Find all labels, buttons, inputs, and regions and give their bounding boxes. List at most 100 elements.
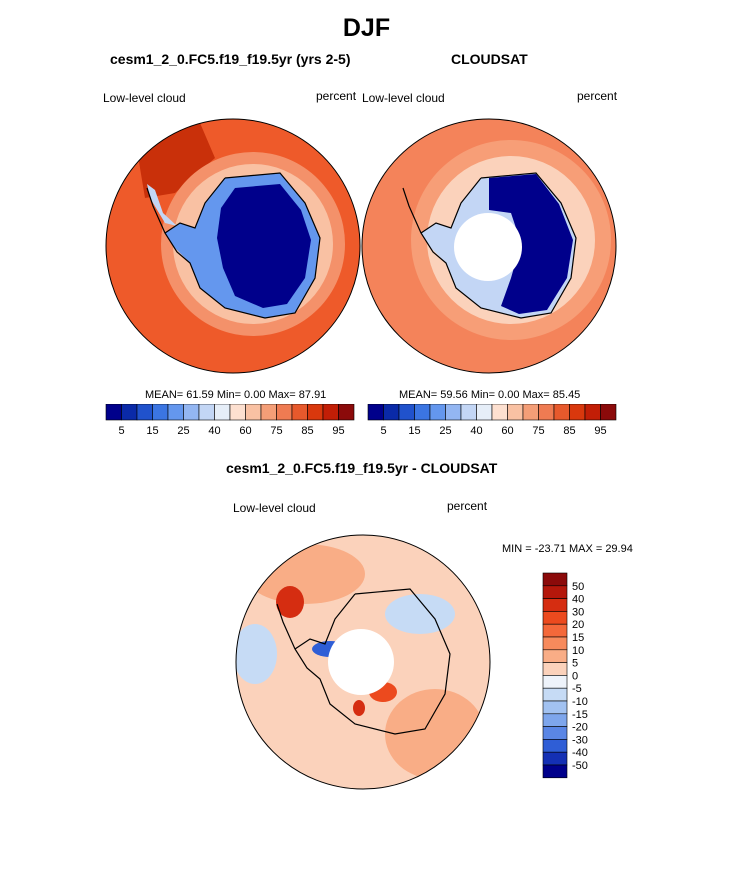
model-colorbar-tick-label: 75 — [270, 425, 282, 437]
obs-colorbar-box — [383, 404, 400, 421]
obs-missing-data-hole — [454, 213, 522, 281]
model-variable-label: Low-level cloud — [103, 91, 186, 105]
model-low-cloud-core — [217, 184, 311, 308]
diff-colorbar-tick-label: -15 — [572, 709, 588, 721]
diff-colorbar-tick-label: -5 — [572, 683, 582, 695]
obs-map-border — [361, 118, 617, 374]
diff-colorbar-box — [542, 751, 568, 766]
obs-stats: MEAN= 59.56 Min= 0.00 Max= 85.45 — [399, 389, 581, 401]
obs-colorbar-tick-label: 25 — [439, 425, 451, 437]
obs-colorbar-box — [507, 404, 524, 421]
obs-colorbar-box — [600, 404, 617, 421]
diff-units-label: percent — [447, 499, 488, 513]
model-colorbar-box — [291, 404, 308, 421]
diff-map — [235, 534, 491, 790]
diff-colorbar-tick-label: 40 — [572, 594, 584, 606]
diff-colorbar-box — [542, 611, 568, 625]
obs-colorbar-tick-label: 75 — [532, 425, 544, 437]
obs-colorbar-tick-label: 5 — [380, 425, 386, 437]
diff-colorbar-tick-label: -40 — [572, 747, 588, 759]
diff-colorbar-box — [542, 687, 568, 702]
obs-variable-label: Low-level cloud — [362, 91, 445, 105]
diff-colorbar-tick-label: 15 — [572, 632, 584, 644]
diff-strong-positive-patch — [276, 586, 304, 618]
diff-coastline — [276, 588, 451, 735]
diff-colorbar-box — [542, 623, 568, 638]
diff-colorbar-tick-label: 10 — [572, 645, 584, 657]
diff-colorbar-tick-label: -10 — [572, 696, 588, 708]
obs-colorbar-box — [584, 404, 601, 421]
model-panel-title: cesm1_2_0.FC5.f19_f19.5yr (yrs 2-5) — [110, 51, 351, 67]
model-colorbar-box — [322, 404, 339, 421]
obs-colorbar-box — [538, 404, 555, 421]
diff-colorbar-tick-label: 5 — [572, 658, 578, 670]
diff-colorbar-tick-label: -20 — [572, 722, 588, 734]
diff-colorbar-tick-label: -30 — [572, 734, 588, 746]
model-colorbar-box — [338, 404, 355, 421]
obs-units-label: percent — [577, 89, 618, 103]
diff-positive-patch-south — [385, 689, 485, 779]
obs-colorbar-box — [398, 404, 415, 421]
model-colorbar-box — [105, 404, 122, 421]
diff-colorbar-box — [542, 764, 568, 779]
obs-colorbar-box — [429, 404, 446, 421]
diff-colorbar-box — [542, 700, 568, 715]
obs-coastline — [402, 172, 577, 319]
obs-colorbar-tick-label: 85 — [563, 425, 575, 437]
obs-colorbar-box — [460, 404, 477, 421]
model-colorbar-box — [167, 404, 184, 421]
obs-colorbar-box — [491, 404, 508, 421]
obs-colorbar-box — [522, 404, 539, 421]
diff-negative-patch-west — [236, 624, 277, 684]
model-colorbar-box — [260, 404, 277, 421]
model-colorbar-box — [183, 404, 200, 421]
model-stats: MEAN= 61.59 Min= 0.00 Max= 87.91 — [145, 389, 327, 401]
model-colorbar-box — [307, 404, 324, 421]
model-coastline — [146, 172, 321, 319]
diff-colorbar-box — [542, 585, 568, 599]
obs-colorbar: 5 15 25 40 60 75 85 95 — [367, 404, 617, 437]
obs-colorbar-tick-label: 40 — [470, 425, 482, 437]
model-colorbar-box — [276, 404, 293, 421]
obs-colorbar-box — [414, 404, 431, 421]
model-colorbar-box — [121, 404, 138, 421]
model-map-border — [105, 118, 361, 374]
model-colorbar-tick-label: 85 — [301, 425, 313, 437]
model-colorbar-box — [229, 404, 246, 421]
model-colorbar-tick-label: 60 — [239, 425, 251, 437]
obs-colorbar-box — [569, 404, 586, 421]
diff-colorbar-tick-label: 50 — [572, 581, 584, 593]
model-colorbar-tick-label: 15 — [146, 425, 158, 437]
diff-colorbar-box — [542, 713, 568, 727]
obs-colorbar-tick-label: 60 — [501, 425, 513, 437]
model-colorbar-box — [136, 404, 153, 421]
model-colorbar-box — [245, 404, 262, 421]
obs-colorbar-box — [445, 404, 462, 421]
obs-colorbar-box — [367, 404, 384, 421]
obs-panel-title: CLOUDSAT — [451, 51, 528, 67]
diff-colorbar-box — [542, 726, 568, 740]
obs-colorbar-box — [553, 404, 570, 421]
diff-colorbar-tick-label: -50 — [572, 760, 588, 772]
diff-colorbar-box — [542, 675, 568, 689]
model-colorbar-tick-label: 40 — [208, 425, 220, 437]
obs-colorbar-tick-label: 95 — [594, 425, 606, 437]
diff-panel-title: cesm1_2_0.FC5.f19_f19.5yr - CLOUDSAT — [226, 460, 498, 476]
diff-negative-patch-east — [385, 594, 455, 634]
model-units-label: percent — [316, 89, 357, 103]
diff-variable-label: Low-level cloud — [233, 501, 316, 515]
model-colorbar-tick-label: 5 — [118, 425, 124, 437]
obs-map — [361, 118, 617, 374]
diff-missing-data-hole — [328, 629, 394, 695]
model-map — [105, 118, 361, 374]
diff-colorbar-tick-label: 20 — [572, 619, 584, 631]
diff-colorbar-box — [542, 572, 568, 587]
diff-colorbar-box — [542, 636, 568, 651]
diff-colorbar-box — [542, 649, 568, 663]
obs-colorbar-box — [476, 404, 493, 421]
diff-colorbar-tick-label: 0 — [572, 670, 578, 682]
model-colorbar-tick-label: 25 — [177, 425, 189, 437]
obs-low-cloud-core — [489, 174, 573, 314]
diff-colorbar-tick-label: 30 — [572, 606, 584, 618]
